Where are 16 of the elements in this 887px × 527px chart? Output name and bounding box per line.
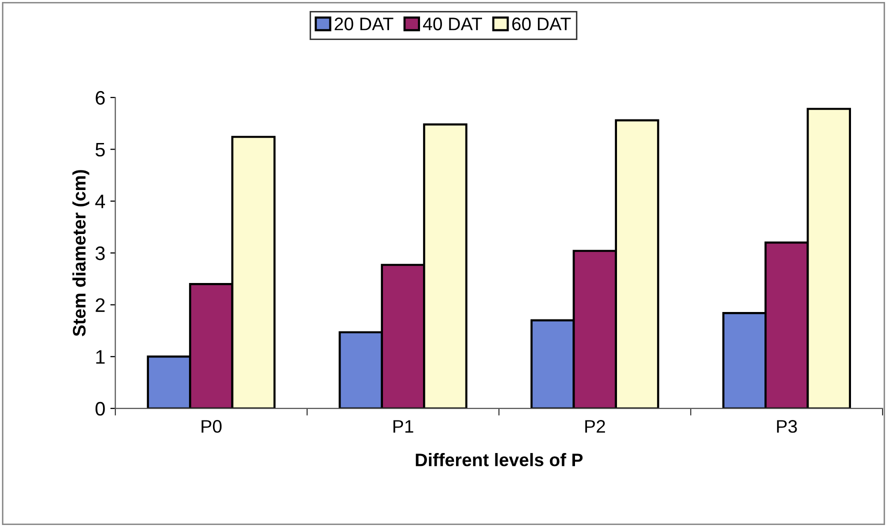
y-tick-label: 6	[96, 90, 105, 105]
y-axis-title: Stem diameter (cm)	[72, 170, 90, 336]
legend-label: 60 DAT	[512, 18, 571, 30]
y-tick-label: 4	[95, 194, 106, 208]
x-tick-label: P0	[202, 420, 222, 433]
x-axis-title: Different levels of P	[416, 453, 583, 466]
x-tick-label: P1	[393, 420, 414, 433]
y-tick-label: 0	[96, 402, 105, 416]
y-tick-label: 2	[96, 298, 105, 312]
legend-label: 20 DAT	[334, 18, 394, 30]
legend-label: 40 DAT	[423, 18, 482, 30]
x-tick-label: P3	[777, 420, 797, 433]
y-tick-label: 3	[96, 246, 105, 260]
x-tick-label: P2	[585, 420, 605, 433]
y-tick-label: 5	[96, 142, 105, 157]
y-tick-label: 1	[96, 350, 105, 364]
